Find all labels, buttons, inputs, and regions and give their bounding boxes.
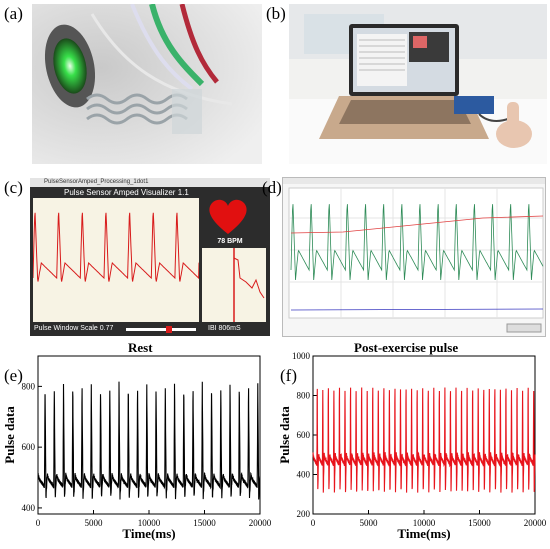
x-tick-label: 20000 [249, 518, 272, 528]
x-tick-label: 10000 [138, 518, 161, 528]
pulse-visualizer-window: PulseSensorAmped_Processing_1dot1 Pulse … [30, 178, 270, 336]
x-tick-label: 0 [311, 518, 316, 528]
y-tick-label: 800 [297, 391, 311, 401]
y-tick-label: 1000 [292, 352, 311, 361]
panel-label-a: (a) [4, 4, 23, 23]
x-tick-label: 5000 [360, 518, 379, 528]
y-tick-label: 600 [297, 430, 311, 440]
x-tick-label: 15000 [193, 518, 216, 528]
plotter-baseline-line [290, 308, 544, 311]
laptop-photo-art [289, 4, 547, 164]
x-tick-label: 20000 [524, 518, 547, 528]
y-tick-label: 400 [297, 470, 311, 480]
y-tick-label: 800 [22, 381, 36, 391]
y-tick-label: 600 [22, 442, 36, 452]
x-tick-label: 5000 [85, 518, 104, 528]
y-axis-label: Pulse data [277, 406, 292, 464]
pulse-waveform [33, 212, 199, 282]
caption-post-exercise: Post-exercise pulse [354, 340, 459, 355]
x-axis-label: Time(ms) [122, 526, 175, 541]
sensor-photo-art [32, 4, 262, 164]
plotter-bpm-line [290, 215, 544, 234]
panel-label-e: (e) [4, 366, 23, 385]
serial-plotter-art [283, 178, 545, 333]
x-tick-label: 10000 [413, 518, 436, 528]
visualizer-title: Pulse Sensor Amped Visualizer 1.1 [64, 188, 189, 197]
pulse-waveform-panel [33, 198, 199, 322]
sensor-photo [32, 4, 262, 164]
panel-label-d: (d) [262, 178, 282, 197]
ibi-readout: IBI 806mS [208, 325, 241, 332]
plot-frame [37, 355, 261, 515]
bpm-history-panel [202, 248, 266, 322]
heart-icon [209, 199, 247, 234]
scale-slider-thumb[interactable] [166, 326, 172, 333]
rest-pulse-chart: 400 600 800 0 5000 10000 15000 20000 Time(ms) Pul… [2, 355, 272, 541]
y-tick-label: 400 [22, 503, 36, 513]
window-titlebar: PulseSensorAmped_Processing_1dot1 [30, 178, 270, 187]
pulse-series-line [312, 387, 536, 493]
plotter-button[interactable] [506, 323, 542, 333]
window-scale-label: Pulse Window Scale 0.77 [34, 325, 114, 332]
panel-label-c: (c) [4, 178, 23, 197]
scale-slider[interactable] [126, 326, 196, 333]
y-axis-label: Pulse data [2, 406, 17, 464]
plotter-signal-line [290, 204, 544, 281]
panel-label-f: (f) [280, 366, 297, 385]
panel-label-b: (b) [266, 4, 286, 23]
laptop-setup-photo [289, 4, 547, 164]
y-tick-label: 200 [297, 509, 311, 519]
x-axis-label: Time(ms) [397, 526, 450, 541]
x-tick-label: 15000 [468, 518, 491, 528]
x-tick-label: 0 [36, 518, 41, 528]
pulse-series-line [37, 381, 261, 500]
caption-rest: Rest [128, 340, 153, 355]
bpm-readout: 78 BPM [217, 238, 243, 245]
plot-frame [312, 355, 536, 515]
serial-plotter-window [282, 177, 546, 337]
